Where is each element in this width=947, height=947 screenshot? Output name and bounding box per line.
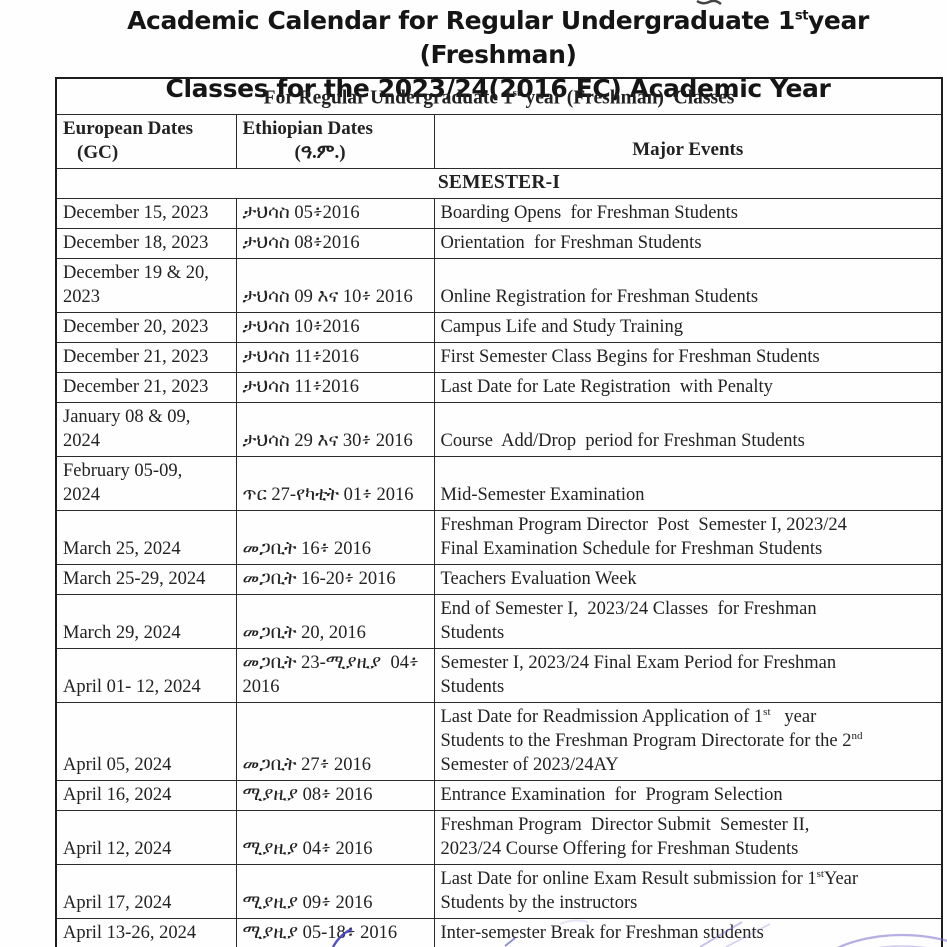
section-row: SEMESTER-I — [55, 167, 943, 199]
cell-event: Boarding Opens for Freshman Students — [433, 197, 943, 229]
cell-event: Semester I, 2023/24 Final Exam Period fo… — [433, 647, 943, 703]
header-row: European Dates (GC) Ethiopian Dates (ዓ.ም.)… — [55, 113, 943, 169]
cell-ec: ሚያዚያ 09፥ 2016 — [235, 863, 435, 919]
column-header-text: European Dates — [63, 117, 194, 139]
cell-ec: ታህሳስ 08፥2016 — [235, 227, 435, 259]
table-row: December 18, 2023 ታህሳስ 08፥2016 Orientation… — [55, 227, 943, 259]
cell-ec: ሚያዚያ 08፥ 2016 — [235, 779, 435, 811]
column-header-european-dates: European Dates (GC) — [55, 113, 237, 169]
cell-gc: March 25-29, 2024 — [55, 563, 237, 595]
cell-gc: December 18, 2023 — [55, 227, 237, 259]
table-row: December 20, 2023 ታህሳስ 10፥2016 Campus Life… — [55, 311, 943, 343]
cell-ec: ታህሳስ 11፥2016 — [235, 371, 435, 403]
cell-event: Course Add/Drop period for Freshman Stud… — [433, 401, 943, 457]
cell-ec: ታህሳስ 11፥2016 — [235, 341, 435, 373]
column-header-subtext: (GC) — [77, 141, 119, 163]
cell-event: Campus Life and Study Training — [433, 311, 943, 343]
cell-event: Orientation for Freshman Students — [433, 227, 943, 259]
document-title-line1: Academic Calendar for Regular Undergradu… — [127, 6, 869, 69]
cell-event: Entrance Examination for Program Selecti… — [433, 779, 943, 811]
column-header-text: Major Events — [632, 138, 744, 160]
table-row: December 21, 2023 ታህሳስ 11፥2016 First Semes… — [55, 341, 943, 373]
table-row: March 25, 2024 መጋቢት 16፥ 2016 Freshman Prog… — [55, 509, 943, 565]
cell-gc: March 25, 2024 — [55, 509, 237, 565]
cell-gc: March 29, 2024 — [55, 593, 237, 649]
cell-event: Last Date for Late Registration with Pen… — [433, 371, 943, 403]
cell-gc: December 15, 2023 — [55, 197, 237, 229]
table-row: December 21, 2023 ታህሳስ 11፥2016 Last Date f… — [55, 371, 943, 403]
cell-gc: December 20, 2023 — [55, 311, 237, 343]
calendar-table-body: December 15, 2023 ታህሳስ 05፥2016 Boarding Op… — [55, 197, 943, 947]
table-row: April 16, 2024 ሚያዚያ 08፥ 2016 Entrance Exam… — [55, 779, 943, 811]
cell-ec: ታህሳስ 10፥2016 — [235, 311, 435, 343]
column-header-major-events: Major Events — [433, 113, 943, 169]
cell-gc: April 01- 12, 2024 — [55, 647, 237, 703]
cell-event: Inter-semester Break for Freshman studen… — [433, 917, 943, 947]
cell-ec: መጋቢት 16፥ 2016 — [235, 509, 435, 565]
table-row: April 12, 2024 ሚያዚያ 04፥ 2016 Freshman Prog… — [55, 809, 943, 865]
cell-gc: April 05, 2024 — [55, 701, 237, 781]
table-row: March 25-29, 2024 መጋቢት 16-20፥ 2016 Teacher… — [55, 563, 943, 595]
cell-gc: January 08 & 09, 2024 — [55, 401, 237, 457]
table-row: January 08 & 09, 2024 ታህሳስ 29 እና 30፥ 2016… — [55, 401, 943, 457]
cell-ec: ታህሳስ 05፥2016 — [235, 197, 435, 229]
cell-gc: April 12, 2024 — [55, 809, 237, 865]
column-header-subtext: (ዓ.ም.) — [294, 141, 346, 163]
table-row: February 05-09, 2024 ጥር 27-የካቲት 01፥ 2016 M… — [55, 455, 943, 511]
cell-ec: መጋቢት 23-ሚያዚያ 04፥ 2016 — [235, 647, 435, 703]
cell-gc: December 21, 2023 — [55, 371, 237, 403]
cell-ec: መጋቢት 20, 2016 — [235, 593, 435, 649]
table-row: April 17, 2024 ሚያዚያ 09፥ 2016 Last Date for… — [55, 863, 943, 919]
cell-event: End of Semester I, 2023/24 Classes for F… — [433, 593, 943, 649]
cell-gc: April 16, 2024 — [55, 779, 237, 811]
caption-row: For Regular Undergraduate 1st year (Fres… — [55, 77, 943, 115]
table-row: April 01- 12, 2024 መጋቢት 23-ሚያዚያ 04፥ 2016 S… — [55, 647, 943, 703]
cell-event: Online Registration for Freshman Student… — [433, 257, 943, 313]
column-header-ethiopian-dates: Ethiopian Dates (ዓ.ም.) — [235, 113, 435, 169]
cell-ec: መጋቢት 16-20፥ 2016 — [235, 563, 435, 595]
cell-gc: February 05-09, 2024 — [55, 455, 237, 511]
cell-event: Last Date for online Exam Result submiss… — [433, 863, 943, 919]
cell-ec: ታህሳስ 29 እና 30፥ 2016 — [235, 401, 435, 457]
table-row: April 13-26, 2024 ሚያዚያ 05-18፥ 2016 Inter-s… — [55, 917, 943, 947]
cell-event: Freshman Program Director Submit Semeste… — [433, 809, 943, 865]
cell-ec: መጋቢት 27፥ 2016 — [235, 701, 435, 781]
cell-event: Teachers Evaluation Week — [433, 563, 943, 595]
cell-ec: ታህሳስ 09 እና 10፥ 2016 — [235, 257, 435, 313]
cell-event: Freshman Program Director Post Semester … — [433, 509, 943, 565]
cell-event: First Semester Class Begins for Freshman… — [433, 341, 943, 373]
cell-gc: April 17, 2024 — [55, 863, 237, 919]
semester-section-title: SEMESTER-I — [55, 167, 943, 199]
cell-gc: December 21, 2023 — [55, 341, 237, 373]
cell-ec: ጥር 27-የካቲት 01፥ 2016 — [235, 455, 435, 511]
cell-event: Last Date for Readmission Application of… — [433, 701, 943, 781]
cell-ec: ሚያዚያ 05-18፥ 2016 — [235, 917, 435, 947]
table-row: March 29, 2024 መጋቢት 20, 2016 End of Semest… — [55, 593, 943, 649]
calendar-table: For Regular Undergraduate 1st year (Fres… — [55, 77, 943, 947]
table-row: April 05, 2024 መጋቢት 27፥ 2016 Last Date for… — [55, 701, 943, 781]
cell-gc: December 19 & 20, 2023 — [55, 257, 237, 313]
cell-event: Mid-Semester Examination — [433, 455, 943, 511]
table-caption: For Regular Undergraduate 1st year (Fres… — [55, 77, 943, 115]
table-row: December 15, 2023 ታህሳስ 05፥2016 Boarding Op… — [55, 197, 943, 229]
cell-ec: ሚያዚያ 04፥ 2016 — [235, 809, 435, 865]
table-row: December 19 & 20, 2023 ታህሳስ 09 እና 10፥ 201… — [55, 257, 943, 313]
cell-gc: April 13-26, 2024 — [55, 917, 237, 947]
column-header-text: Ethiopian Dates — [242, 117, 373, 139]
